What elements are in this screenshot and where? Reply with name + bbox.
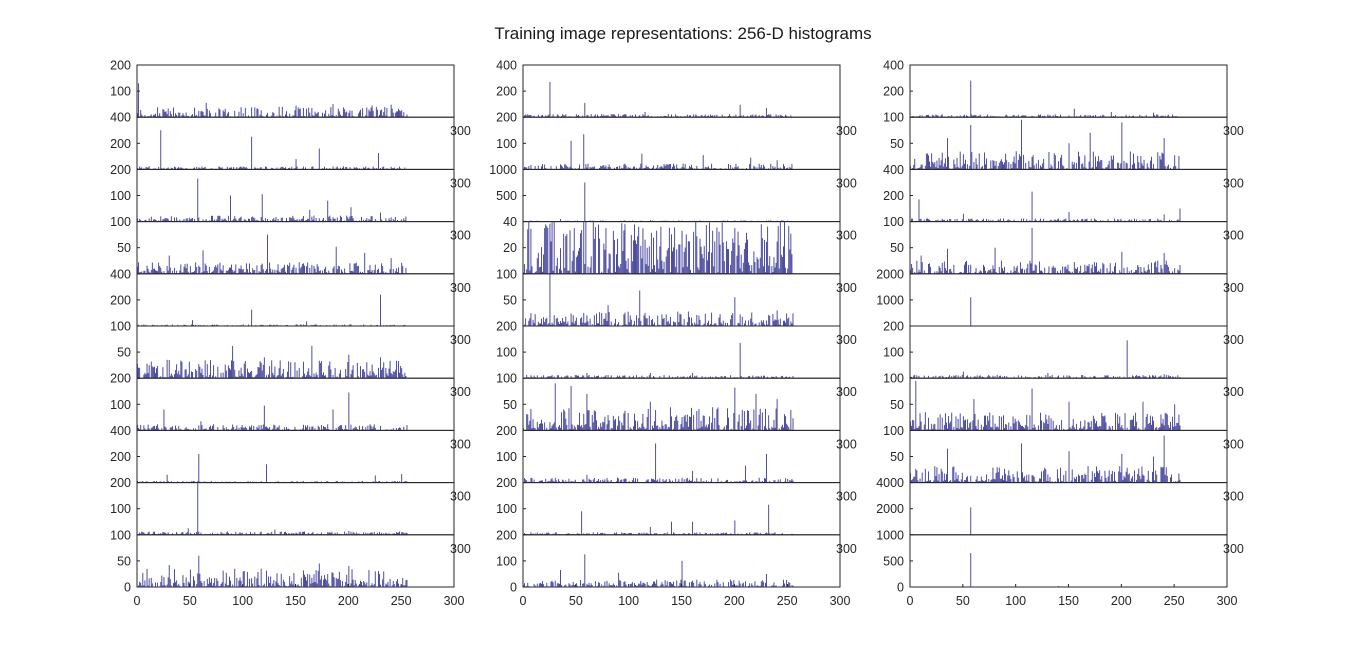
y-tick-label: 50 (117, 241, 131, 255)
x-tick-label: 300 (836, 176, 857, 190)
y-tick-label: 50 (117, 346, 131, 360)
y-tick-label: 0 (124, 581, 131, 595)
subplot-axes (522, 325, 841, 379)
subplot-axes (522, 429, 841, 484)
subplot-axes (522, 377, 841, 431)
y-tick-label: 1000 (489, 163, 517, 177)
y-tick-label: 100 (496, 137, 517, 151)
x-tick-label: 300 (836, 542, 857, 556)
y-tick-label: 200 (496, 85, 517, 99)
y-tick-label: 50 (503, 293, 517, 307)
subplot-axes (522, 64, 841, 118)
subplot-axes (136, 64, 455, 118)
y-tick-label: 200 (496, 111, 517, 125)
y-tick-label: 400 (110, 111, 131, 125)
subplot-axes (136, 221, 455, 275)
x-tick-label: 300 (450, 124, 471, 138)
y-tick-label: 400 (110, 267, 131, 281)
y-tick-label: 100 (110, 502, 131, 516)
y-tick-label: 200 (496, 320, 517, 334)
x-tick-label: 300 (450, 437, 471, 451)
subplot-axes (522, 116, 841, 170)
x-tick-label: 300 (450, 385, 471, 399)
x-tick-label: 300 (450, 542, 471, 556)
y-tick-label: 200 (496, 424, 517, 438)
subplot-axes (522, 168, 841, 223)
y-tick-label: 200 (110, 476, 131, 490)
subplot-axes (136, 534, 455, 588)
y-tick-label: 400 (110, 424, 131, 438)
x-tick-label: 200 (338, 594, 359, 608)
x-tick-label: 50 (183, 594, 197, 608)
y-tick-label: 50 (503, 398, 517, 412)
y-tick-label: 100 (110, 398, 131, 412)
y-tick-label: 20 (503, 241, 517, 255)
y-tick-label: 40 (503, 215, 517, 229)
figure-title: Training image representations: 256-D hi… (494, 24, 872, 43)
y-tick-label: 200 (496, 476, 517, 490)
subplot-axes (136, 429, 455, 484)
subplot-axes (136, 168, 455, 223)
y-tick-label: 200 (110, 372, 131, 386)
subplot-axes (136, 116, 455, 170)
x-tick-label: 300 (450, 333, 471, 347)
y-tick-label: 100 (496, 450, 517, 464)
subplot-axes (522, 534, 841, 588)
y-tick-label: 100 (110, 85, 131, 99)
subplot-axes (136, 377, 455, 431)
x-tick-label: 300 (836, 124, 857, 138)
y-tick-label: 200 (110, 450, 131, 464)
x-tick-label: 300 (450, 229, 471, 243)
y-tick-label: 100 (110, 528, 131, 542)
y-tick-label: 100 (110, 215, 131, 229)
x-tick-label: 300 (836, 333, 857, 347)
y-tick-label: 500 (496, 189, 517, 203)
x-tick-label: 300 (836, 229, 857, 243)
y-tick-label: 100 (110, 189, 131, 203)
y-tick-label: 100 (496, 372, 517, 386)
subplot-axes (522, 221, 841, 275)
y-tick-label: 100 (496, 346, 517, 360)
y-tick-label: 200 (110, 137, 131, 151)
subplot-axes (136, 482, 455, 536)
y-tick-label: 200 (110, 163, 131, 177)
y-tick-label: 100 (496, 267, 517, 281)
subplot-axes (136, 273, 455, 327)
x-tick-label: 300 (450, 281, 471, 295)
x-tick-label: 0 (134, 594, 141, 608)
y-tick-label: 100 (110, 320, 131, 334)
y-tick-label: 400 (496, 59, 517, 73)
x-tick-label: 300 (450, 176, 471, 190)
subplot-axes (136, 325, 455, 379)
subplot-axes (522, 482, 841, 536)
y-tick-label: 200 (110, 59, 131, 73)
x-tick-label: 300 (836, 385, 857, 399)
x-tick-label: 300 (444, 594, 465, 608)
y-tick-label: 200 (110, 293, 131, 307)
y-tick-label: 100 (496, 502, 517, 516)
x-tick-label: 100 (232, 594, 253, 608)
x-tick-label: 300 (836, 281, 857, 295)
x-tick-label: 250 (391, 594, 412, 608)
y-tick-label: 50 (117, 554, 131, 568)
x-tick-label: 150 (285, 594, 306, 608)
x-tick-label: 300 (836, 490, 857, 504)
subplot-axes (522, 273, 841, 327)
x-tick-label: 300 (450, 490, 471, 504)
x-tick-label: 300 (836, 437, 857, 451)
